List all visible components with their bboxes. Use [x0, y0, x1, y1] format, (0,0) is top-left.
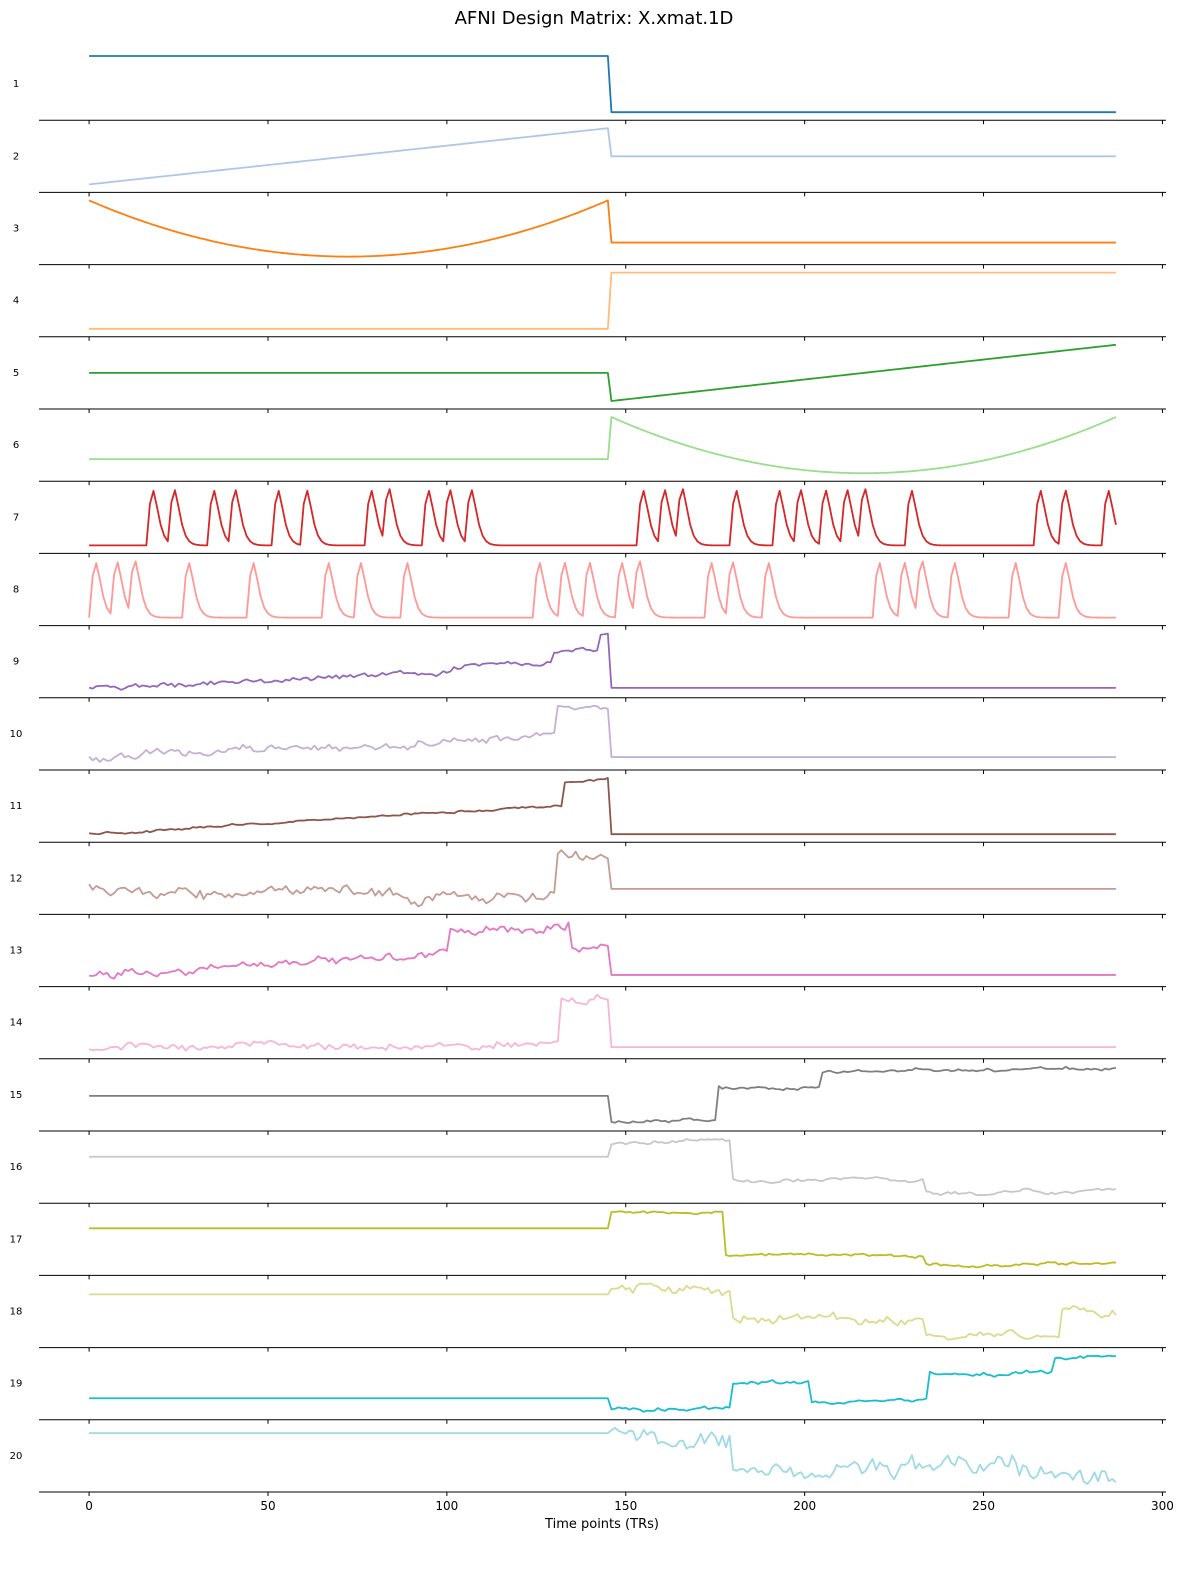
series-line-14 — [88, 993, 1116, 1052]
chart-title: AFNI Design Matrix: X.xmat.1D — [455, 8, 734, 29]
series-line-16 — [89, 1138, 1117, 1197]
series-line-8 — [88, 560, 1116, 619]
regressor-panel-3: 3 — [13, 199, 1166, 269]
regressor-panel-11: 11 — [10, 777, 1166, 847]
x-tick-label: 0 — [85, 1499, 93, 1513]
regressor-label: 3 — [13, 224, 19, 235]
series-line-6 — [89, 416, 1117, 475]
regressor-panel-2: 2 — [13, 127, 1166, 197]
regressor-label: 7 — [13, 512, 19, 523]
regressor-panel-10: 10 — [10, 704, 1166, 774]
x-axis: 0 50 100 150 200 250 300 — [85, 1499, 1174, 1513]
regressor-panel-17: 17 — [10, 1210, 1166, 1280]
regressor-panel-5: 5 — [13, 343, 1166, 413]
regressor-label: 18 — [10, 1307, 23, 1318]
series-line-1 — [89, 55, 1116, 114]
x-axis-label: Time points (TRs) — [544, 1517, 659, 1532]
regressor-panel-9: 9 — [13, 632, 1166, 702]
x-tick-label: 300 — [1151, 1499, 1174, 1513]
regressor-panel-7: 7 — [13, 488, 1166, 558]
regressor-panel-14: 14 — [10, 993, 1166, 1063]
regressor-panel-19: 19 — [10, 1354, 1166, 1424]
regressor-label: 15 — [10, 1090, 23, 1101]
regressor-label: 5 — [13, 368, 19, 379]
series-line-7 — [89, 488, 1117, 547]
regressor-label: 1 — [13, 79, 19, 90]
series-line-19 — [89, 1354, 1116, 1413]
series-line-10 — [88, 704, 1116, 763]
series-line-13 — [89, 921, 1116, 980]
regressor-panel-18: 18 — [10, 1282, 1166, 1352]
regressor-panel-4: 4 — [13, 271, 1166, 341]
series-line-17 — [89, 1210, 1116, 1269]
regressor-label: 13 — [10, 946, 23, 957]
regressor-panel-20: 20 — [10, 1426, 1166, 1496]
series-line-11 — [88, 777, 1116, 836]
regressor-label: 17 — [10, 1234, 23, 1245]
regressor-label: 16 — [10, 1162, 23, 1173]
regressor-label: 14 — [10, 1018, 23, 1029]
regressor-label: 8 — [13, 585, 19, 596]
regressor-label: 10 — [10, 729, 23, 740]
regressor-panel-6: 6 — [13, 416, 1166, 486]
regressor-label: 20 — [10, 1451, 23, 1462]
series-line-2 — [88, 127, 1116, 186]
regressor-label: 19 — [10, 1379, 23, 1390]
regressor-panel-13: 13 — [10, 921, 1166, 991]
regressor-panel-12: 12 — [10, 849, 1166, 919]
regressor-panel-1: 1 — [13, 55, 1166, 125]
regressor-panel-15: 15 — [10, 1065, 1166, 1135]
series-line-20 — [89, 1426, 1117, 1485]
series-line-3 — [88, 199, 1116, 258]
regressor-label: 12 — [10, 873, 23, 884]
series-line-18 — [89, 1282, 1117, 1341]
regressor-label: 9 — [13, 657, 19, 668]
x-tick-label: 50 — [260, 1499, 275, 1513]
regressor-label: 11 — [10, 801, 23, 812]
x-tick-label: 100 — [435, 1499, 458, 1513]
series-line-9 — [88, 632, 1116, 691]
series-line-15 — [89, 1065, 1117, 1124]
x-tick-label: 150 — [614, 1499, 637, 1513]
series-line-12 — [88, 849, 1116, 908]
regressor-label: 6 — [13, 440, 19, 451]
series-line-5 — [89, 343, 1117, 402]
x-tick-label: 200 — [793, 1499, 816, 1513]
x-tick-label: 250 — [972, 1499, 995, 1513]
regressor-label: 2 — [13, 151, 19, 162]
regressor-panel-16: 16 — [10, 1138, 1166, 1208]
series-line-4 — [89, 271, 1116, 330]
regressor-panel-8: 8 — [13, 560, 1166, 630]
regressor-label: 4 — [13, 296, 19, 307]
